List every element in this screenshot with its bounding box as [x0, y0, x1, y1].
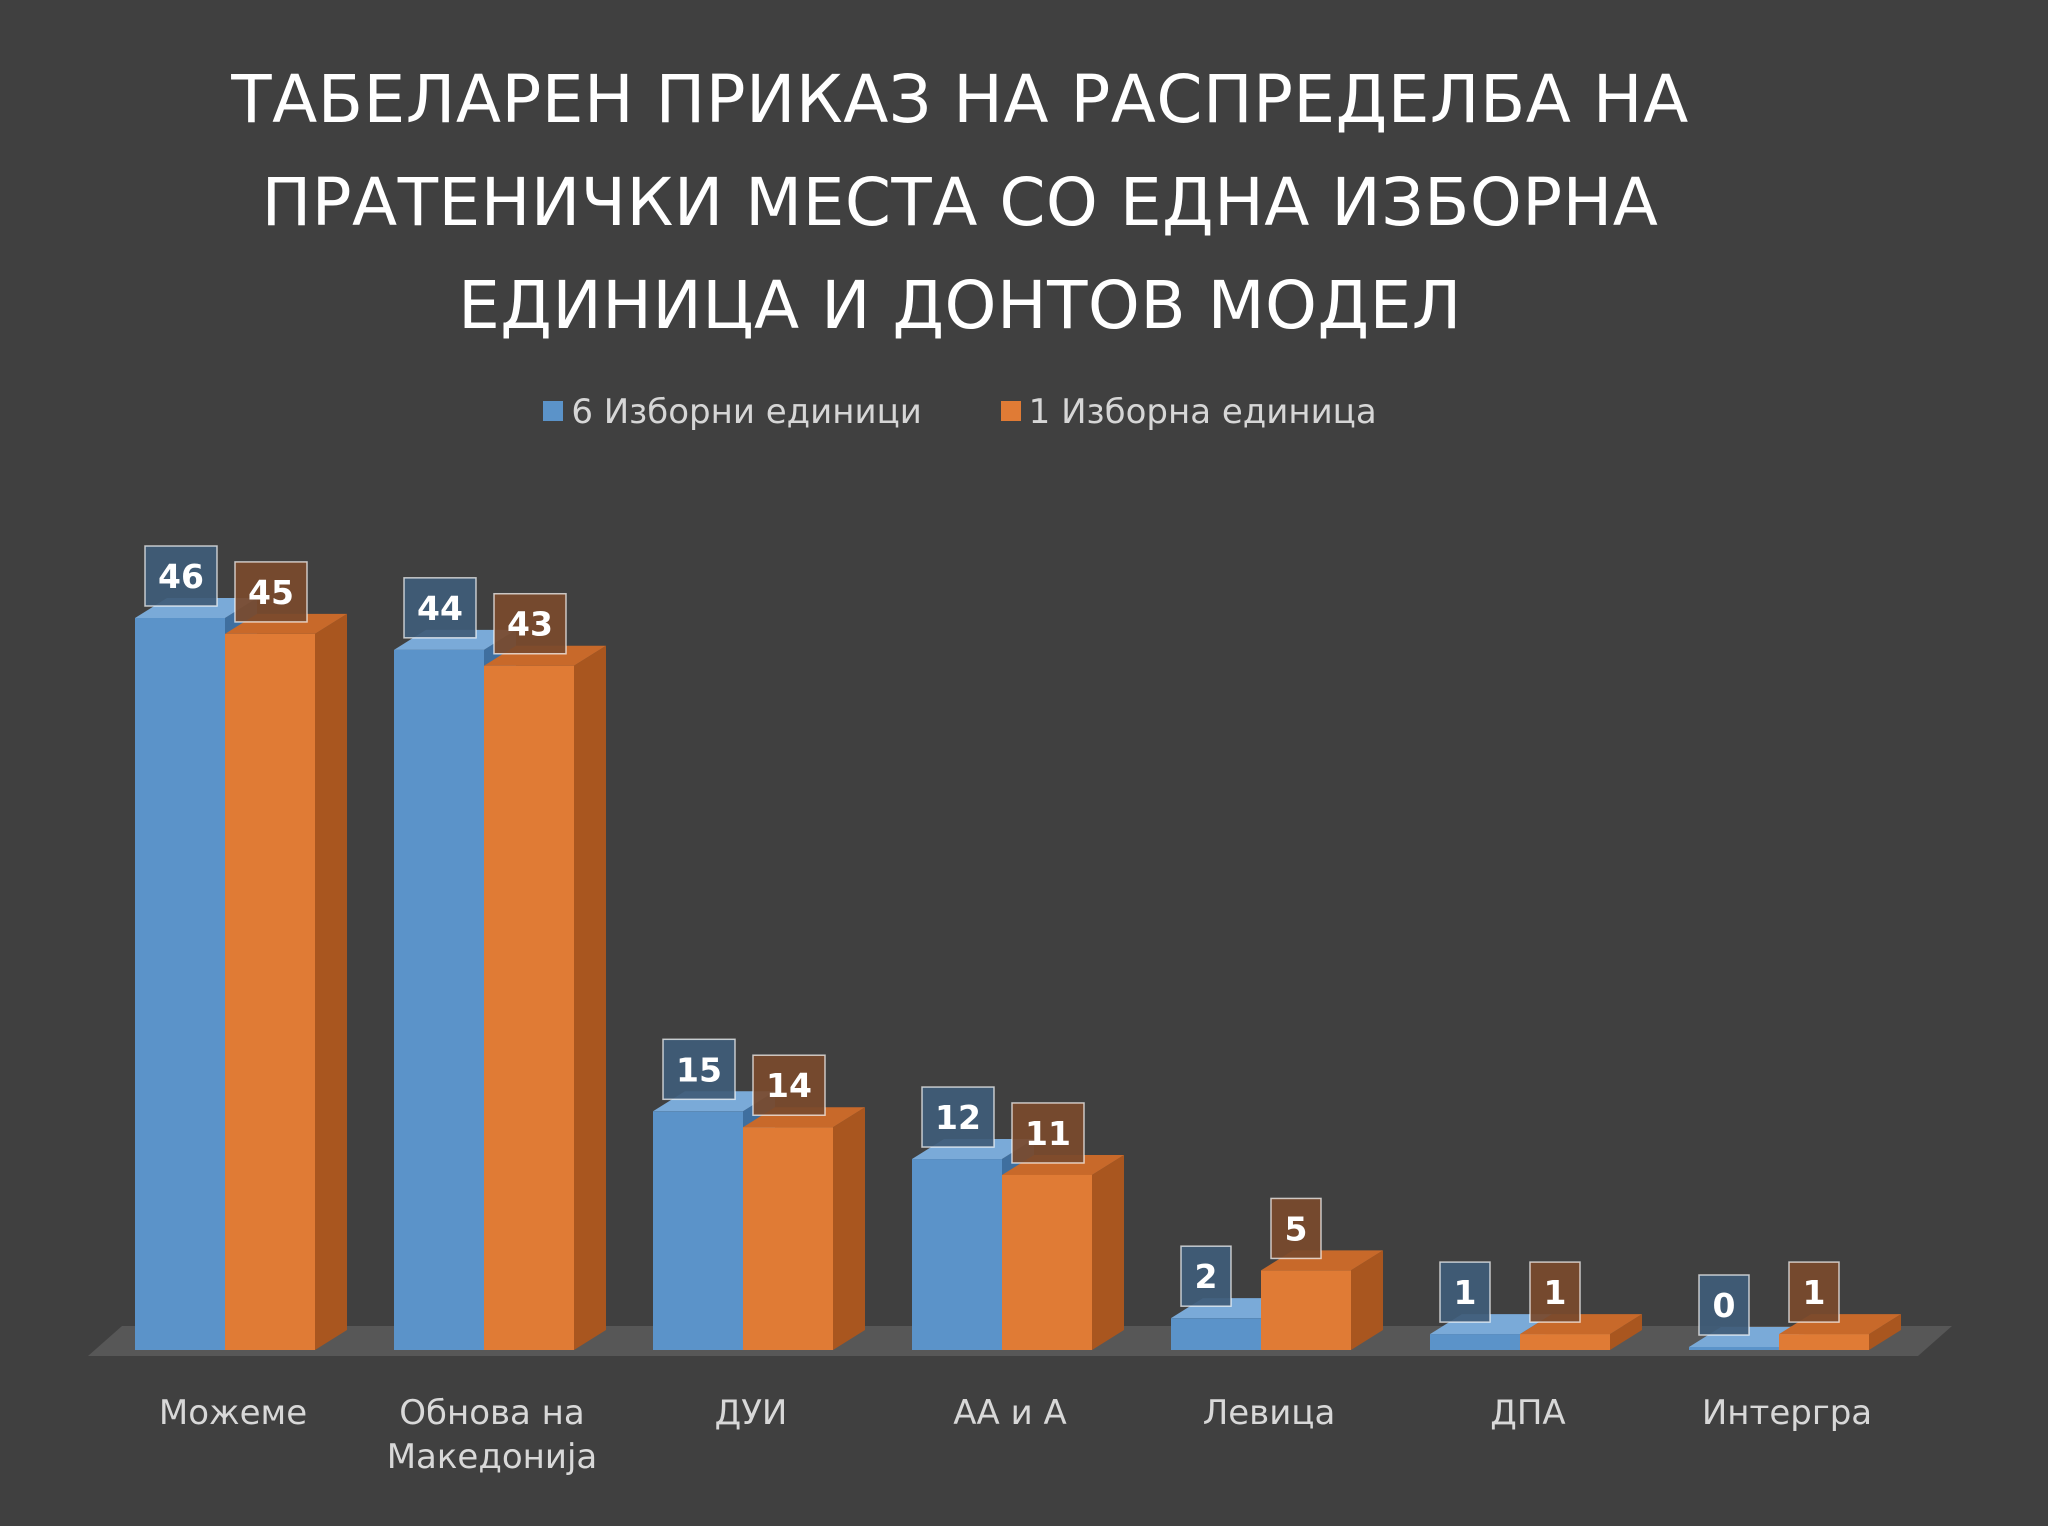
bar-front: [484, 665, 574, 1350]
x-tick-label: ДУИ: [715, 1393, 788, 1433]
bar-side: [1351, 1250, 1383, 1350]
legend-label: 6 Изборни единици: [571, 392, 922, 432]
bar-side: [1610, 1314, 1642, 1350]
data-label: 11: [1011, 1102, 1085, 1164]
data-label: 5: [1270, 1197, 1322, 1260]
data-label-box: [234, 561, 308, 623]
bar: [1002, 1154, 1124, 1350]
legend-swatch-orange: [1000, 400, 1021, 421]
data-label: 14: [752, 1054, 826, 1116]
bar: [1261, 1250, 1383, 1350]
data-label-value: 5: [1285, 1209, 1308, 1248]
x-tick-label: Левица: [1203, 1393, 1336, 1433]
data-label-value: 44: [417, 589, 463, 628]
bar-front: [135, 618, 225, 1350]
x-tick-label: Можеме: [159, 1393, 307, 1433]
data-label-box: [1529, 1261, 1581, 1323]
data-label: 0: [1698, 1274, 1750, 1336]
data-label-box: [1011, 1102, 1085, 1164]
data-label-value: 1: [1544, 1273, 1567, 1312]
chart-legend: 6 Изборни единици 1 Изборна единица: [0, 392, 1920, 432]
bar: [743, 1107, 865, 1350]
bar-side: [574, 645, 606, 1350]
legend-swatch-blue: [543, 400, 564, 421]
data-label-value: 1: [1454, 1273, 1477, 1312]
x-tick-label: АА и А: [953, 1393, 1067, 1433]
data-label-box: [1270, 1197, 1322, 1260]
bar-front: [743, 1127, 833, 1350]
x-tick-label: Интергра: [1702, 1393, 1872, 1433]
data-label-box: [921, 1086, 995, 1148]
data-label-value: 43: [507, 605, 553, 644]
bar-front: [1520, 1334, 1610, 1350]
data-label-box: [1788, 1261, 1840, 1323]
data-label-value: 1: [1803, 1273, 1826, 1312]
legend-item-series-2[interactable]: 1 Изборна единица: [1000, 392, 1377, 432]
bar-side: [1869, 1314, 1901, 1350]
data-label: 44: [403, 577, 477, 639]
data-label-box: [752, 1054, 826, 1116]
data-label: 1: [1439, 1261, 1491, 1323]
bar-front: [1779, 1334, 1869, 1350]
data-label: 46: [144, 545, 218, 607]
data-label-box: [1180, 1245, 1232, 1307]
chart-title: ТАБЕЛАРЕН ПРИКАЗ НА РАСПРЕДЕЛБА НА ПРАТЕ…: [0, 48, 1920, 357]
data-label-value: 12: [935, 1098, 981, 1137]
bar-side: [1092, 1154, 1124, 1350]
data-label: 15: [662, 1038, 736, 1101]
chart-title-line: ТАБЕЛАРЕН ПРИКАЗ НА РАСПРЕДЕЛБА НА: [231, 61, 1689, 138]
data-label-value: 46: [158, 557, 204, 596]
bar-side: [833, 1107, 865, 1350]
data-label-value: 11: [1025, 1114, 1071, 1153]
data-label: 1: [1529, 1261, 1581, 1323]
bar: [225, 613, 347, 1350]
chart-title-line: ПРАТЕНИЧКИ МЕСТА СО ЕДНА ИЗБОРНА: [261, 164, 1659, 241]
data-label-value: 0: [1713, 1286, 1736, 1325]
bar-front: [1002, 1174, 1092, 1350]
bar-side: [315, 613, 347, 1350]
bar: [484, 645, 606, 1350]
data-label: 43: [493, 592, 567, 655]
data-label: 12: [921, 1086, 995, 1148]
bar-front: [394, 649, 484, 1350]
data-label-box: [403, 577, 477, 639]
x-tick-label: ДПА: [1490, 1393, 1565, 1433]
bar-front: [1261, 1270, 1351, 1350]
data-label: 2: [1180, 1245, 1232, 1307]
legend-label: 1 Изборна единица: [1028, 392, 1377, 432]
bar-front: [1430, 1334, 1520, 1350]
bar-front: [1689, 1347, 1779, 1350]
data-label: 45: [234, 561, 308, 623]
data-label: 1: [1788, 1261, 1840, 1323]
data-label-box: [1698, 1274, 1750, 1336]
x-tick-label: Македонија: [387, 1437, 598, 1477]
chart-title-line: ЕДИНИЦА И ДОНТОВ МОДЕЛ: [458, 267, 1462, 344]
legend-item-series-1[interactable]: 6 Изборни единици: [543, 392, 922, 432]
data-label-value: 45: [248, 573, 294, 612]
bar-front: [1171, 1318, 1261, 1350]
bar-front: [653, 1111, 743, 1350]
data-label-box: [1439, 1261, 1491, 1323]
bar-front: [912, 1159, 1002, 1350]
bar-front: [225, 633, 315, 1350]
data-label-value: 14: [766, 1066, 812, 1105]
data-label-box: [493, 592, 567, 655]
x-tick-label: Обнова на: [399, 1393, 585, 1433]
data-label-box: [662, 1038, 736, 1101]
data-label-box: [144, 545, 218, 607]
data-label-value: 15: [676, 1050, 722, 1089]
data-label-value: 2: [1195, 1257, 1218, 1296]
